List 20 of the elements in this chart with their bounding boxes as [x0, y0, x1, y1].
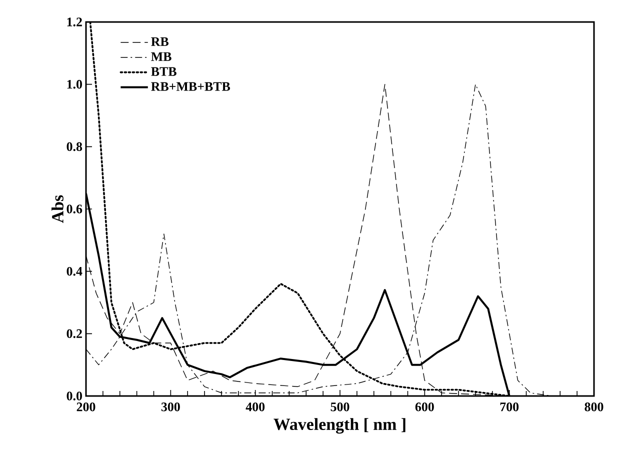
y-tick-label: 1.2 [67, 18, 82, 26]
x-tick-label: 300 [161, 402, 180, 412]
x-axis-title: Wavelength [ nm ] [274, 418, 406, 434]
y-tick-label: 0.0 [66, 392, 82, 400]
x-tick-label: 800 [584, 402, 604, 412]
y-tick-label: 1.0 [67, 80, 82, 89]
legend-label: MB [151, 52, 172, 61]
x-tick-label: 700 [500, 402, 519, 412]
y-tick-label: 0.8 [66, 142, 82, 152]
legend-label: RB [151, 37, 168, 46]
legend-label: RB+MB+BTB [151, 82, 230, 91]
x-tick-label: 600 [415, 402, 434, 412]
legend-label: BTB [151, 67, 176, 76]
y-axis-title: Abs [52, 195, 64, 223]
x-tick-label: 200 [76, 402, 96, 412]
y-tick-label: 0.2 [66, 329, 82, 338]
x-tick-label: 400 [246, 402, 265, 412]
y-tick-label: 0.4 [66, 266, 82, 276]
y-tick-label: 0.6 [66, 204, 82, 214]
x-tick-label: 500 [330, 402, 350, 412]
